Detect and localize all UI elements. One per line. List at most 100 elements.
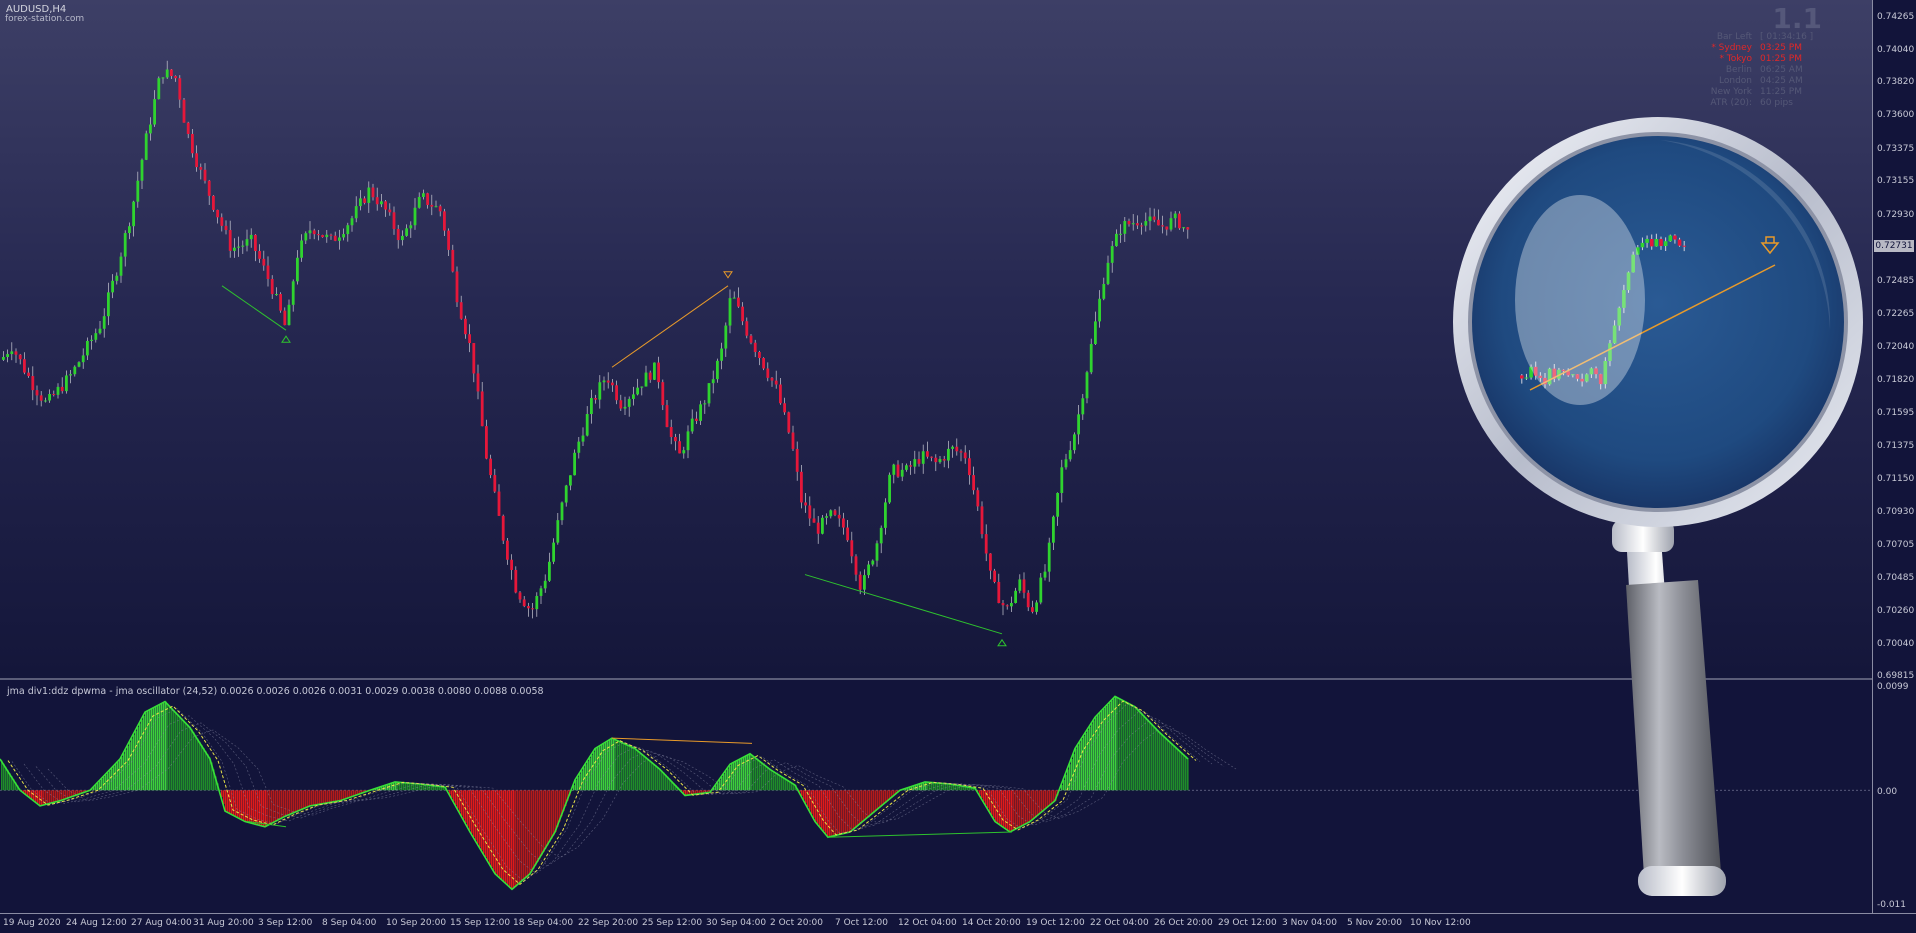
histogram-bar — [565, 790, 567, 806]
histogram-bar — [411, 783, 413, 791]
histogram-bar — [181, 718, 183, 791]
histogram-bar — [83, 790, 85, 793]
band-line — [47, 726, 1237, 858]
histogram-bar — [1047, 790, 1049, 808]
histogram-bar — [947, 783, 949, 791]
histogram-bar — [215, 776, 217, 791]
histogram-bar — [243, 790, 245, 821]
histogram-bar — [811, 790, 813, 815]
histogram-bar — [381, 786, 383, 791]
histogram-bar — [239, 790, 241, 819]
candle-body — [527, 606, 530, 609]
histogram-bar — [439, 786, 441, 791]
histogram-bar — [597, 747, 599, 791]
histogram-bar — [43, 790, 45, 806]
histogram-bar — [1161, 733, 1163, 791]
histogram-bar — [775, 772, 777, 791]
lens-candle-body — [1524, 377, 1529, 379]
current-price-tag: 0.72731 — [1874, 240, 1914, 252]
histogram-bar — [309, 790, 311, 807]
time-axis-label: 25 Sep 12:00 — [642, 918, 703, 928]
candle-body — [707, 383, 711, 404]
session-info-key: Bar Left — [1716, 32, 1752, 42]
histogram-bar — [835, 790, 837, 836]
price-axis[interactable]: 0.74265 0.74040 0.73820 0.73600 0.73375 0.731… — [1872, 0, 1916, 913]
indicator-pane[interactable] — [0, 680, 1872, 913]
time-axis[interactable]: 19 Aug 2020 24 Aug 12:00 27 Aug 04:00 31 Au… — [0, 913, 1916, 933]
candle-body — [800, 471, 803, 503]
histogram-bar — [909, 787, 911, 791]
histogram-bar — [961, 785, 963, 791]
histogram-bar — [873, 790, 875, 813]
candle-body — [367, 187, 371, 203]
candle-body — [119, 256, 123, 276]
histogram-bar — [223, 790, 225, 805]
candle-body — [1106, 262, 1110, 284]
candle-body — [665, 405, 669, 427]
candle-body — [191, 133, 194, 154]
histogram-bar — [877, 790, 879, 810]
histogram-bar — [1149, 721, 1151, 791]
candle-body — [224, 225, 228, 231]
histogram-bar — [505, 790, 507, 883]
histogram-bar — [1141, 713, 1143, 791]
histogram-bar — [513, 790, 515, 889]
histogram-bar — [929, 782, 931, 791]
histogram-bar — [995, 790, 997, 822]
histogram-bar — [651, 761, 653, 791]
lens-candle-body — [1654, 238, 1659, 247]
histogram-bar — [389, 783, 391, 791]
histogram-bar — [495, 790, 497, 874]
histogram-bar — [265, 790, 267, 827]
candle-body — [426, 193, 429, 205]
histogram-bar — [61, 790, 63, 801]
candle-body — [308, 230, 312, 234]
histogram-bar — [303, 790, 305, 809]
candle-body — [270, 278, 274, 295]
candle-body — [506, 540, 509, 560]
session-info-row: London 04:25 AM — [1692, 76, 1822, 87]
histogram-bar — [1045, 790, 1047, 810]
histogram-bar — [279, 790, 281, 820]
candle-body — [149, 124, 152, 134]
histogram-bar — [423, 784, 425, 791]
histogram-bar — [435, 785, 437, 791]
histogram-bar — [831, 790, 833, 837]
histogram-bar — [1155, 727, 1157, 791]
histogram-bar — [907, 787, 909, 791]
divergence-line — [221, 285, 287, 331]
candle-body — [405, 228, 408, 236]
candle-body — [955, 446, 959, 452]
price-axis-label: 0.71595 — [1877, 408, 1915, 418]
pane-separator[interactable] — [0, 678, 1916, 680]
candle-body — [228, 230, 232, 251]
candle-body — [821, 517, 824, 534]
histogram-bar — [1001, 790, 1003, 826]
candle-body — [627, 398, 631, 407]
histogram-bar — [319, 790, 321, 805]
candle-body — [178, 78, 182, 100]
histogram-bar — [1025, 790, 1027, 825]
histogram-bar — [609, 739, 611, 791]
signal-line — [7, 700, 1197, 886]
histogram-bar — [629, 745, 631, 791]
oscillator-line — [0, 695, 1189, 891]
histogram-bar — [581, 770, 583, 791]
histogram-bar — [941, 783, 943, 791]
histogram-bar — [541, 790, 543, 856]
candle-body — [1152, 216, 1156, 220]
histogram-bar — [289, 790, 291, 815]
histogram-bar — [291, 790, 293, 814]
histogram-bar — [911, 786, 913, 791]
candle-body — [48, 393, 51, 401]
histogram-bar — [251, 790, 253, 824]
histogram-bar — [1087, 729, 1089, 791]
indicator-divergence-line — [247, 821, 287, 828]
histogram-bar — [1103, 708, 1105, 791]
histogram-bar — [33, 790, 35, 801]
indicator-axis-label: 0.00 — [1877, 787, 1898, 797]
histogram-bar — [515, 790, 517, 887]
candle-body — [401, 235, 404, 241]
candle-body — [140, 159, 144, 181]
band-line — [11, 703, 1201, 882]
